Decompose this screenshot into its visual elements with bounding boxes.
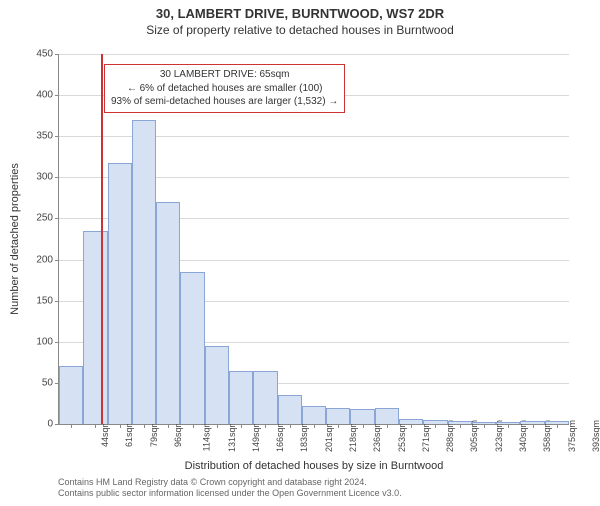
x-tick-mark bbox=[411, 424, 412, 428]
x-tick-mark bbox=[314, 424, 315, 428]
histogram-bar bbox=[375, 408, 399, 424]
plot: Number of detached properties Distributi… bbox=[58, 54, 569, 425]
histogram-bar bbox=[156, 202, 180, 424]
x-tick-mark bbox=[241, 424, 242, 428]
x-tick-mark bbox=[460, 424, 461, 428]
footer-line-1: Contains HM Land Registry data © Crown c… bbox=[58, 477, 402, 489]
x-tick-mark bbox=[363, 424, 364, 428]
histogram-bar bbox=[59, 366, 83, 424]
property-marker-line bbox=[101, 54, 103, 424]
x-tick-mark bbox=[290, 424, 291, 428]
histogram-bar bbox=[132, 120, 156, 424]
x-tick-mark bbox=[193, 424, 194, 428]
y-axis-label: Number of detached properties bbox=[9, 163, 21, 315]
x-tick-label: 61sqm bbox=[124, 420, 134, 447]
x-tick-label: 44sqm bbox=[100, 420, 110, 447]
y-tick-mark bbox=[55, 177, 59, 178]
x-tick-label: 288sqm bbox=[445, 420, 455, 452]
x-tick-mark bbox=[484, 424, 485, 428]
y-tick-label: 250 bbox=[13, 213, 53, 224]
page-subtitle: Size of property relative to detached ho… bbox=[0, 23, 600, 37]
x-tick-label: 340sqm bbox=[518, 420, 528, 452]
annotation-line: 30 LAMBERT DRIVE: 65sqm bbox=[111, 68, 338, 82]
x-tick-label: 131sqm bbox=[227, 420, 237, 452]
x-tick-label: 166sqm bbox=[275, 420, 285, 452]
histogram-bar bbox=[229, 371, 253, 424]
x-tick-label: 358sqm bbox=[542, 420, 552, 452]
gridline bbox=[59, 54, 569, 55]
x-tick-label: 201sqm bbox=[324, 420, 334, 452]
x-tick-label: 305sqm bbox=[469, 420, 479, 452]
x-tick-mark bbox=[508, 424, 509, 428]
annotation-box: 30 LAMBERT DRIVE: 65sqm← 6% of detached … bbox=[104, 64, 345, 113]
footer-line-2: Contains public sector information licen… bbox=[58, 488, 402, 500]
x-tick-mark bbox=[533, 424, 534, 428]
y-tick-mark bbox=[55, 260, 59, 261]
y-tick-mark bbox=[55, 424, 59, 425]
y-tick-label: 350 bbox=[13, 131, 53, 142]
histogram-bar bbox=[108, 163, 132, 424]
annotation-line: 93% of semi-detached houses are larger (… bbox=[111, 95, 338, 109]
chart-area: Number of detached properties Distributi… bbox=[58, 54, 568, 424]
x-tick-mark bbox=[217, 424, 218, 428]
x-tick-label: 236sqm bbox=[372, 420, 382, 452]
y-tick-label: 50 bbox=[13, 377, 53, 388]
y-tick-mark bbox=[55, 301, 59, 302]
x-tick-label: 253sqm bbox=[397, 420, 407, 452]
x-tick-label: 149sqm bbox=[251, 420, 261, 452]
histogram-bar bbox=[350, 409, 374, 424]
x-tick-label: 375sqm bbox=[567, 420, 577, 452]
x-tick-mark bbox=[557, 424, 558, 428]
histogram-bar bbox=[278, 395, 302, 424]
x-tick-label: 393sqm bbox=[591, 420, 600, 452]
x-tick-mark bbox=[387, 424, 388, 428]
x-tick-label: 79sqm bbox=[149, 420, 159, 447]
y-tick-label: 400 bbox=[13, 90, 53, 101]
histogram-bar bbox=[326, 408, 350, 424]
histogram-bar bbox=[253, 371, 277, 424]
y-tick-label: 0 bbox=[13, 419, 53, 430]
x-tick-mark bbox=[71, 424, 72, 428]
footer-attribution: Contains HM Land Registry data © Crown c… bbox=[58, 477, 402, 500]
y-tick-mark bbox=[55, 342, 59, 343]
x-tick-label: 323sqm bbox=[494, 420, 504, 452]
x-tick-label: 218sqm bbox=[348, 420, 358, 452]
x-tick-mark bbox=[435, 424, 436, 428]
x-tick-mark bbox=[265, 424, 266, 428]
x-tick-mark bbox=[144, 424, 145, 428]
x-tick-mark bbox=[168, 424, 169, 428]
y-tick-mark bbox=[55, 54, 59, 55]
y-tick-mark bbox=[55, 218, 59, 219]
x-tick-label: 114sqm bbox=[202, 420, 212, 451]
page-title: 30, LAMBERT DRIVE, BURNTWOOD, WS7 2DR bbox=[0, 6, 600, 21]
y-tick-mark bbox=[55, 95, 59, 96]
x-tick-mark bbox=[338, 424, 339, 428]
y-tick-label: 150 bbox=[13, 295, 53, 306]
x-axis-label: Distribution of detached houses by size … bbox=[185, 460, 444, 472]
annotation-line: ← 6% of detached houses are smaller (100… bbox=[111, 82, 338, 96]
y-tick-label: 200 bbox=[13, 254, 53, 265]
x-tick-mark bbox=[120, 424, 121, 428]
x-tick-label: 271sqm bbox=[421, 420, 431, 452]
histogram-bar bbox=[302, 406, 326, 424]
histogram-bar bbox=[205, 346, 229, 424]
histogram-bar bbox=[180, 272, 204, 424]
histogram-bar bbox=[83, 231, 107, 424]
x-tick-mark bbox=[95, 424, 96, 428]
x-tick-label: 183sqm bbox=[299, 420, 309, 452]
y-tick-mark bbox=[55, 136, 59, 137]
y-tick-label: 100 bbox=[13, 336, 53, 347]
y-tick-label: 450 bbox=[13, 49, 53, 60]
x-tick-label: 96sqm bbox=[173, 420, 183, 447]
y-tick-label: 300 bbox=[13, 172, 53, 183]
